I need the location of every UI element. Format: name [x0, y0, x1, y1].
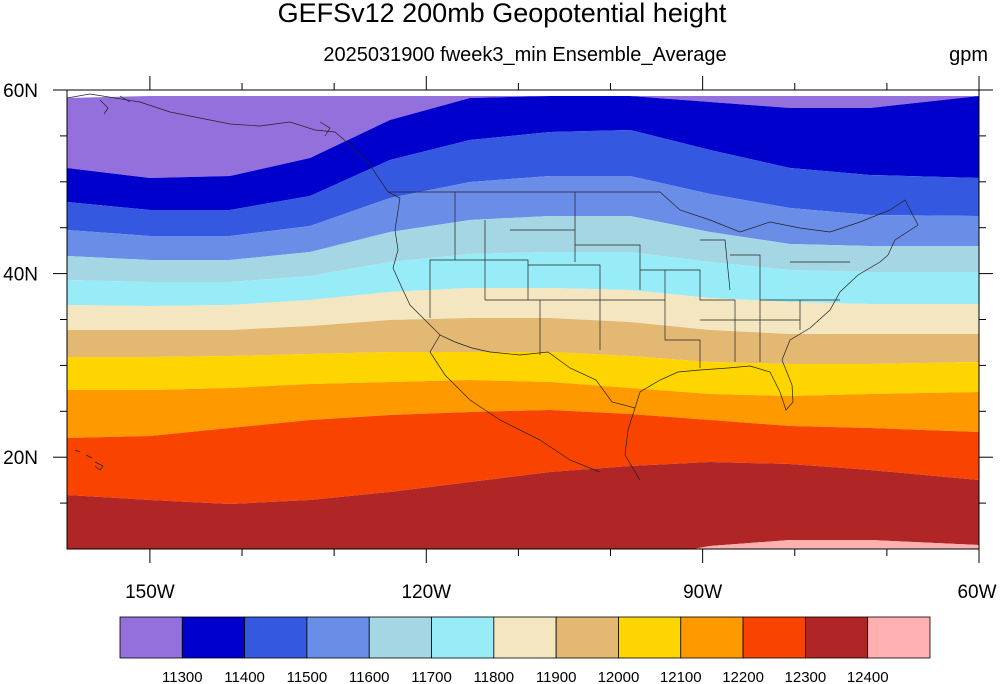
colorbar-label: 12400 [847, 669, 889, 684]
map-title: GEFSv12 200mb Geopotential height [277, 0, 727, 28]
state-borders [67, 93, 919, 481]
colorbar-swatch [493, 616, 557, 659]
colorbar-swatch [867, 616, 931, 659]
contour-band [67, 410, 979, 504]
colorbar-swatch [431, 616, 495, 659]
colorbar-swatch [555, 616, 619, 659]
colorbar-label: 12100 [660, 669, 702, 684]
map-axis-ticks: 150W 120W 90W 60W 60N 40N 20N [3, 76, 997, 603]
colorbar-swatch [804, 616, 869, 659]
contour-band [692, 540, 979, 549]
colorbar-swatch [742, 616, 806, 659]
us-west-coast [392, 197, 491, 353]
colorbar-label: 12300 [785, 669, 827, 684]
lon-tick-label: 60W [957, 582, 996, 603]
colorbar-swatch [680, 616, 744, 659]
lat-tick-label: 20N [3, 448, 38, 469]
lon-tick-label: 90W [683, 582, 722, 603]
contour-band [67, 176, 979, 260]
units-label: gpm [949, 44, 988, 66]
colorbar-label: 12200 [722, 669, 764, 684]
colorbar-label: 11300 [162, 669, 203, 684]
map-subtitle: 2025031900 fweek3_min Ensemble_Average [323, 44, 727, 66]
colorbar-label: 11400 [224, 669, 265, 684]
colorbar-swatch [181, 616, 246, 659]
mexico-pacific-coast [429, 334, 601, 473]
mexico-gulf-coast [624, 407, 641, 481]
contour-band [67, 380, 979, 438]
lat-tick-label: 60N [3, 81, 38, 102]
colorbar-swatch [244, 616, 308, 659]
colorbar-swatch [119, 616, 183, 659]
colorbar-label: 12000 [598, 669, 640, 684]
contour-band [67, 288, 979, 334]
colorbar-label: 11500 [287, 669, 328, 684]
contour-band [67, 96, 979, 210]
contour-band [67, 96, 979, 178]
colorbar-label: 11800 [474, 669, 515, 684]
lat-tick-label: 40N [3, 265, 38, 286]
us-state-borders [429, 192, 850, 368]
contour-band [67, 130, 979, 236]
alaska-bc-coast [67, 93, 401, 199]
colorbar-label: 11600 [349, 669, 390, 684]
contour-band [67, 352, 979, 396]
contour-band [67, 462, 979, 549]
alaska-islands [99, 95, 331, 137]
colorbar-swatch [368, 616, 432, 659]
colorbar-label: 11700 [411, 669, 452, 684]
lon-tick-label: 150W [125, 582, 175, 603]
colorbar-label: 11900 [536, 669, 577, 684]
contour-field [67, 90, 979, 549]
contour-band [67, 216, 979, 282]
colorbar: 11300 11400 11500 11600 11700 11800 11900 12000… [119, 616, 931, 684]
hawaii-islands [74, 449, 104, 471]
us-gulf-east-coast [489, 254, 889, 411]
colorbar-swatch [618, 616, 682, 659]
contour-band [67, 252, 979, 306]
colorbar-swatch [306, 616, 370, 659]
us-canada-border [388, 191, 919, 256]
contour-band [67, 318, 979, 364]
lon-tick-label: 120W [401, 582, 451, 603]
